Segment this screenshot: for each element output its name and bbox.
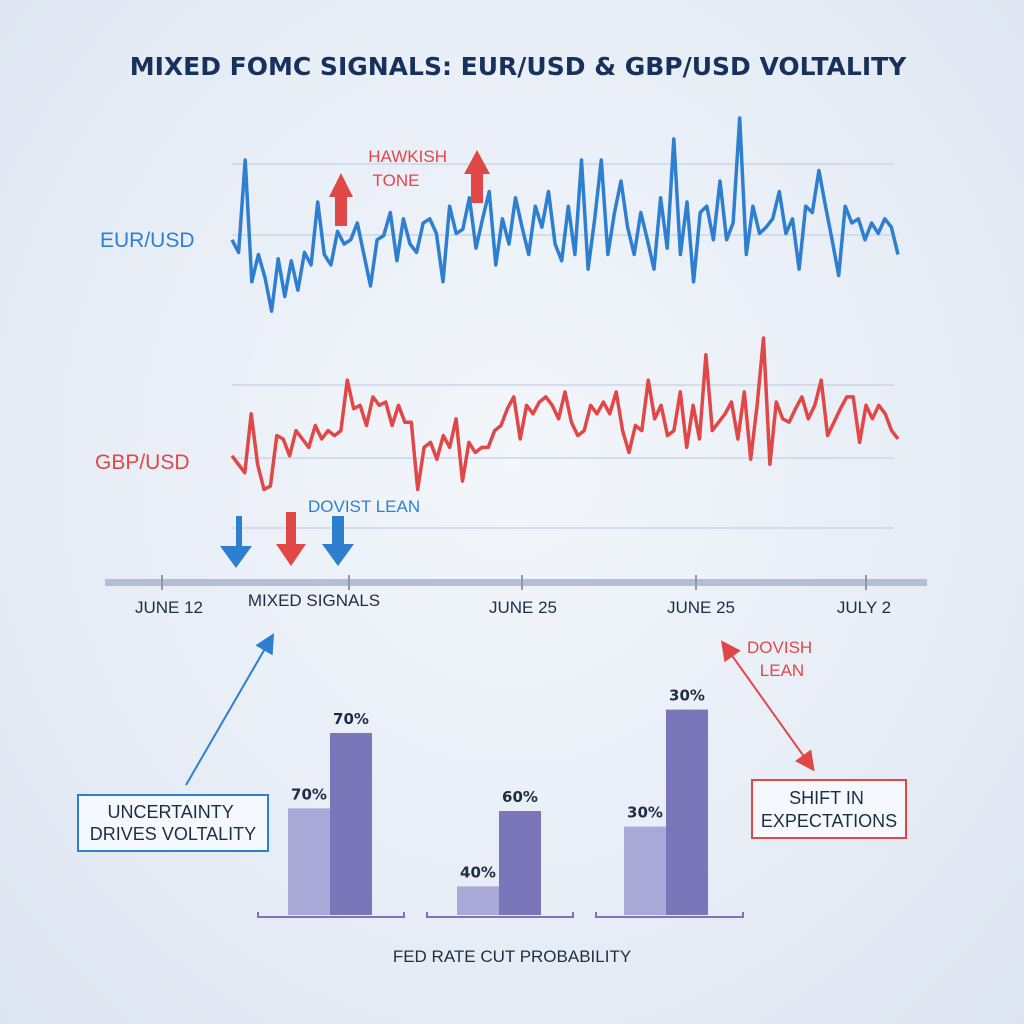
- group-baseline: [595, 912, 744, 918]
- gbp-usd-line: [230, 336, 900, 492]
- shift-box: [751, 779, 907, 839]
- dovish-lean-label: DOVISH LEAN: [747, 638, 817, 680]
- group-baseline: [257, 912, 405, 918]
- bar: [666, 709, 708, 915]
- chart-title: MIXED FOMC SIGNALS: EUR/USD & GBP/USD VO…: [130, 52, 907, 81]
- bar-value-label: 30%: [627, 804, 663, 822]
- grid: [232, 163, 894, 529]
- x-tick-label: JUNE 12: [135, 598, 203, 617]
- rate-cut-bars: 70% 70% 40% 60% 30% 30%: [288, 687, 708, 915]
- down-arrow-icon: [276, 512, 306, 566]
- group-baseline: [426, 912, 574, 918]
- hawkish-label: HAWKISH TONE: [368, 147, 451, 190]
- bar-baselines: [257, 912, 744, 918]
- bar-value-label: 60%: [502, 788, 538, 806]
- dovist-lean-label: DOVIST LEAN: [308, 497, 420, 516]
- hawkish-annotation: HAWKISH TONE: [329, 147, 490, 226]
- uncertainty-arrow: [185, 633, 275, 786]
- uncertainty-label: UNCERTAINTY DRIVES VOLTALITY: [90, 802, 256, 844]
- uncertainty-box: [77, 794, 269, 852]
- bar: [624, 826, 666, 915]
- x-tick-label: JUNE 25: [667, 598, 735, 617]
- x-axis: [105, 579, 927, 586]
- bar: [288, 808, 330, 915]
- x-ticks: [161, 575, 867, 590]
- bar: [457, 886, 499, 915]
- bar: [330, 733, 372, 915]
- up-arrow-icon: [329, 173, 353, 226]
- bar-xlabel: FED RATE CUT PROBABILITY: [393, 947, 631, 966]
- shift-label: SHIFT IN EXPECTATIONS: [761, 788, 897, 831]
- mixed-signals-label: MIXED SIGNALS: [248, 591, 380, 610]
- bar: [499, 811, 541, 915]
- x-tick-label: JULY 2: [837, 598, 891, 617]
- bar-value-label: 30%: [669, 687, 705, 705]
- up-arrow-icon: [464, 150, 490, 203]
- down-arrow-icon: [220, 516, 252, 568]
- bar-value-label: 40%: [460, 863, 496, 881]
- series-label-gbp: GBP/USD: [95, 451, 190, 474]
- series-label-eur: EUR/USD: [100, 229, 195, 252]
- shift-arrow: [721, 640, 815, 772]
- down-arrow-icon: [322, 516, 354, 566]
- eur-usd-line: [230, 116, 900, 313]
- bar-value-label: 70%: [291, 785, 327, 803]
- bar-value-label: 70%: [333, 710, 369, 728]
- x-tick-label: JUNE 25: [489, 598, 557, 617]
